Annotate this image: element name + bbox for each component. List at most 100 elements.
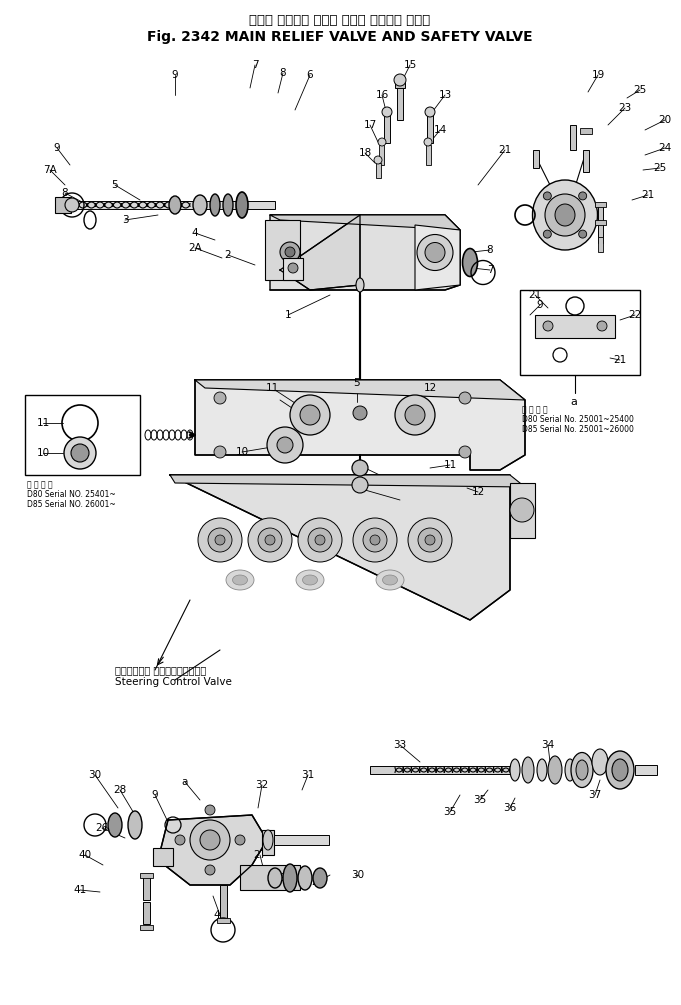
Text: 13: 13	[439, 90, 452, 101]
Circle shape	[190, 820, 230, 860]
Ellipse shape	[376, 570, 404, 590]
Text: 8: 8	[280, 68, 286, 78]
Text: 11: 11	[443, 460, 457, 470]
Text: 7A: 7A	[43, 165, 57, 175]
Bar	[598, 223, 603, 243]
Ellipse shape	[108, 813, 122, 837]
Ellipse shape	[223, 194, 233, 216]
Bar	[220, 885, 227, 920]
Text: 20: 20	[659, 115, 671, 125]
Ellipse shape	[313, 868, 327, 888]
Circle shape	[64, 437, 96, 469]
Text: 1: 1	[285, 310, 291, 320]
Bar	[580, 128, 592, 134]
Polygon shape	[240, 865, 300, 890]
Circle shape	[248, 518, 292, 562]
Ellipse shape	[298, 866, 312, 890]
Text: 33: 33	[394, 740, 407, 750]
Circle shape	[394, 74, 406, 86]
Text: 23: 23	[618, 103, 631, 113]
Circle shape	[298, 518, 342, 562]
Text: 21: 21	[642, 190, 654, 200]
Circle shape	[214, 392, 226, 404]
Text: 4: 4	[191, 228, 198, 238]
Text: 8: 8	[487, 245, 493, 255]
Ellipse shape	[612, 759, 628, 781]
Text: ステアリング コントロールバルブ: ステアリング コントロールバルブ	[115, 665, 206, 675]
Bar	[397, 85, 403, 120]
Text: メイン リリーフ バルブ および セフティ バルブ: メイン リリーフ バルブ および セフティ バルブ	[249, 14, 430, 27]
Text: 9: 9	[152, 790, 158, 800]
Circle shape	[198, 518, 242, 562]
Text: 35: 35	[473, 795, 487, 805]
Circle shape	[205, 805, 215, 815]
Polygon shape	[158, 815, 267, 885]
Ellipse shape	[296, 570, 324, 590]
Text: 11: 11	[266, 383, 279, 393]
Circle shape	[214, 446, 226, 458]
Text: 17: 17	[364, 120, 377, 130]
Circle shape	[382, 107, 392, 117]
Circle shape	[288, 263, 298, 273]
Text: 7: 7	[487, 265, 493, 275]
Polygon shape	[195, 380, 525, 400]
Circle shape	[65, 198, 79, 212]
Polygon shape	[535, 315, 615, 338]
Text: 適 用 号 機: 適 用 号 機	[27, 480, 52, 489]
Text: D85 Serial No. 25001~26000: D85 Serial No. 25001~26000	[522, 425, 634, 434]
Circle shape	[425, 535, 435, 545]
Bar	[25, 395, 140, 475]
Ellipse shape	[193, 195, 207, 215]
Polygon shape	[415, 225, 460, 290]
Text: 7: 7	[252, 60, 258, 70]
Bar	[426, 145, 431, 165]
Circle shape	[405, 405, 425, 425]
Circle shape	[597, 321, 607, 331]
Polygon shape	[270, 215, 460, 290]
Text: a: a	[182, 777, 188, 787]
Circle shape	[418, 528, 442, 552]
Bar	[55, 197, 71, 213]
Ellipse shape	[576, 760, 588, 780]
Circle shape	[353, 406, 367, 420]
Bar	[595, 220, 606, 225]
Text: 36: 36	[503, 803, 517, 813]
Circle shape	[424, 138, 432, 146]
Text: 21: 21	[614, 355, 627, 365]
Ellipse shape	[236, 192, 248, 218]
Text: Steering Control Valve: Steering Control Valve	[115, 677, 232, 687]
Text: 32: 32	[255, 780, 268, 790]
Text: 6: 6	[306, 70, 313, 80]
Circle shape	[425, 107, 435, 117]
Text: 2A: 2A	[188, 243, 202, 253]
Ellipse shape	[268, 868, 282, 888]
Circle shape	[267, 427, 303, 463]
Text: D85 Serial NO. 26001~: D85 Serial NO. 26001~	[27, 500, 116, 509]
Text: 5: 5	[353, 378, 360, 388]
Ellipse shape	[606, 751, 634, 789]
Text: 15: 15	[403, 60, 417, 70]
Text: 41: 41	[74, 885, 86, 895]
Bar	[262, 830, 274, 855]
Circle shape	[459, 446, 471, 458]
Ellipse shape	[592, 749, 608, 775]
Text: 34: 34	[541, 740, 554, 750]
Circle shape	[290, 395, 330, 435]
Ellipse shape	[128, 811, 142, 839]
Bar	[520, 290, 640, 375]
Ellipse shape	[169, 196, 181, 214]
Ellipse shape	[232, 575, 247, 585]
Circle shape	[510, 498, 534, 522]
Circle shape	[579, 192, 586, 200]
Text: 25: 25	[653, 163, 667, 173]
Text: 22: 22	[629, 310, 642, 320]
Ellipse shape	[565, 759, 575, 781]
Text: 3: 3	[122, 215, 128, 225]
Circle shape	[205, 865, 215, 875]
Polygon shape	[270, 215, 460, 230]
Circle shape	[215, 535, 225, 545]
Text: 8: 8	[62, 188, 68, 198]
Ellipse shape	[537, 759, 547, 781]
Circle shape	[175, 835, 185, 845]
Bar	[140, 925, 153, 930]
